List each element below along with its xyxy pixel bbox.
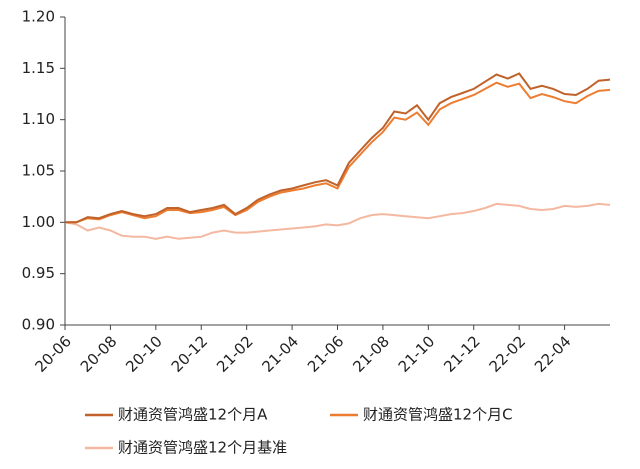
- legend-label: 财通资管鸿盛12个月C: [363, 406, 513, 424]
- x-tick-label: 21-08: [349, 332, 393, 376]
- x-tick-label: 21-06: [304, 332, 348, 376]
- y-tick-label: 1.15: [22, 59, 55, 77]
- x-tick-label: 20-10: [122, 332, 166, 376]
- x-tick-label: 21-10: [395, 332, 439, 376]
- series-line: [64, 202, 611, 240]
- x-tick-label: 20-08: [77, 332, 121, 376]
- y-tick-label: 0.90: [22, 316, 55, 334]
- x-tick-label: 21-02: [213, 332, 257, 376]
- x-tick-label: 22-02: [486, 332, 530, 376]
- y-tick-label: 1.00: [22, 213, 55, 231]
- x-tick-label: 21-04: [259, 332, 303, 376]
- series-line: [65, 72, 611, 224]
- y-tick-label: 0.95: [22, 264, 55, 282]
- legend-label: 财通资管鸿盛12个月A: [118, 406, 268, 424]
- series-line: [65, 81, 611, 224]
- legend-label: 财通资管鸿盛12个月基准: [118, 439, 287, 457]
- y-tick-label: 1.20: [22, 8, 55, 26]
- y-tick-label: 1.10: [22, 110, 55, 128]
- x-tick-label: 21-12: [440, 332, 484, 376]
- x-tick-label: 20-06: [31, 332, 75, 376]
- y-tick-label: 1.05: [22, 162, 55, 180]
- x-tick-label: 20-12: [168, 332, 212, 376]
- x-tick-label: 22-04: [531, 332, 575, 376]
